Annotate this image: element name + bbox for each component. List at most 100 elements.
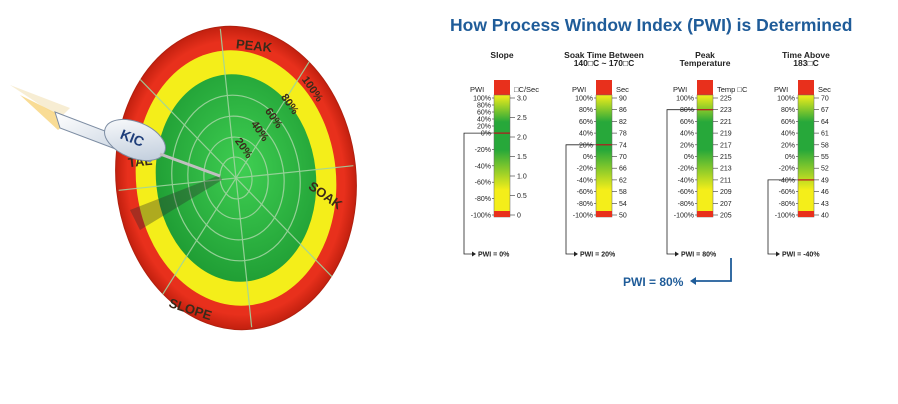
pwi-result-label: PWI = 80% [623, 275, 684, 289]
column-header: Peak [695, 50, 715, 60]
unit-tick-label: 215 [720, 154, 732, 161]
pwi-chart-panel: How Process Window Index (PWI) is Determ… [440, 0, 898, 404]
result-connector-line [694, 258, 732, 282]
pwi-tick-label: 40% [781, 131, 795, 138]
unit-tick-label: 205 [720, 213, 732, 220]
pwi-tick-label: 80% [579, 107, 593, 114]
unit-axis-label: Sec [616, 85, 629, 94]
dartboard-illustration: PEAK SOAK SLOPE TAL 100% 80% 60% 40% 20%… [0, 0, 420, 404]
pwi-tick-label: -40% [475, 163, 491, 170]
pwi-column-1: Slope PWI □C/Sec 100%80%60%40%20%0% -20% -40%… [463, 50, 539, 259]
unit-tick-label: 86 [619, 107, 627, 114]
pwi-tick-label: 0% [785, 154, 795, 161]
pwi-tick-label: -80% [678, 201, 694, 208]
pwi-tick-label: 0% [583, 154, 593, 161]
pwi-tick-label: -20% [678, 166, 694, 173]
pwi-tick-label: -20% [475, 147, 491, 154]
unit-tick-label: 0 [517, 213, 521, 220]
pwi-tick-label: 20% [579, 142, 593, 149]
pwi-tick-label: -40% [678, 177, 694, 184]
pwi-tick-label: -80% [577, 201, 593, 208]
unit-tick-label: 225 [720, 96, 732, 103]
bar-bottom-cap [697, 211, 713, 217]
result-arrow-icon [690, 277, 696, 285]
pwi-leader-line [767, 179, 796, 255]
pwi-tick-label: 100% [473, 96, 491, 103]
pwi-tick-label: 80% [781, 107, 795, 114]
pwi-tick-label: -80% [475, 196, 491, 203]
gauge-bar [493, 94, 511, 218]
column-pwi-value: PWI = 0% [478, 252, 510, 259]
pwi-tick-label: 20% [477, 124, 491, 131]
column-header: Slope [490, 50, 513, 60]
unit-tick-label: 58 [619, 189, 627, 196]
arrow-head-icon [574, 251, 578, 257]
pwi-tick-label: -100% [471, 213, 491, 220]
unit-tick-label: 70 [619, 154, 627, 161]
unit-tick-label: 213 [720, 166, 732, 173]
pwi-tick-label: -100% [775, 213, 795, 220]
pwi-tick-label: -60% [678, 189, 694, 196]
bar-bottom-cap [596, 211, 612, 217]
pwi-title: How Process Window Index (PWI) is Determ… [450, 15, 852, 35]
unit-tick-label: 67 [821, 107, 829, 114]
column-pwi-value: PWI = -40% [782, 252, 820, 259]
unit-tick-label: 1.5 [517, 154, 527, 161]
unit-tick-label: 50 [619, 213, 627, 220]
pwi-tick-label: 60% [781, 119, 795, 126]
pwi-axis-label: PWI [774, 85, 788, 94]
arrow-head-icon [776, 251, 780, 257]
unit-tick-label: 207 [720, 201, 732, 208]
pwi-tick-label: 40% [477, 117, 491, 124]
gauge-bar [696, 94, 714, 218]
unit-tick-label: 62 [619, 177, 627, 184]
unit-tick-label: 90 [619, 96, 627, 103]
unit-tick-label: 52 [821, 166, 829, 173]
unit-axis-label: Temp □C [717, 85, 748, 94]
bar-top-cap [798, 80, 814, 95]
column-subheader: 183□C [793, 58, 818, 68]
pwi-axis-label: PWI [572, 85, 586, 94]
pwi-tick-label: -60% [577, 189, 593, 196]
pwi-tick-label: 80% [680, 107, 694, 114]
column-subheader: Temperature [680, 58, 731, 68]
pwi-axis-label: PWI [673, 85, 687, 94]
pwi-tick-label: 0% [481, 131, 491, 138]
unit-tick-label: 3.0 [517, 96, 527, 103]
column-subheader: 140□C ~ 170□C [574, 58, 635, 68]
unit-tick-label: 78 [619, 131, 627, 138]
unit-tick-label: 46 [821, 189, 829, 196]
pwi-leader-line [463, 132, 492, 255]
pwi-tick-label: 100% [777, 96, 795, 103]
pwi-tick-label: -100% [674, 213, 694, 220]
unit-tick-label: 61 [821, 131, 829, 138]
unit-tick-label: 223 [720, 107, 732, 114]
unit-axis-label: Sec [818, 85, 831, 94]
pwi-tick-label: 100% [575, 96, 593, 103]
unit-tick-label: 0.5 [517, 193, 527, 200]
pwi-tick-label: -100% [573, 213, 593, 220]
bar-top-cap [494, 80, 510, 95]
pwi-tick-label: -20% [577, 166, 593, 173]
pwi-leader-line [666, 109, 695, 255]
pwi-tick-label: -40% [577, 177, 593, 184]
arrow-head-icon [675, 251, 679, 257]
dart-shadow [130, 175, 222, 230]
unit-tick-label: 82 [619, 119, 627, 126]
unit-tick-label: 49 [821, 177, 829, 184]
pwi-tick-label: 60% [680, 119, 694, 126]
unit-tick-label: 2.0 [517, 135, 527, 142]
column-pwi-value: PWI = 20% [580, 252, 616, 259]
unit-tick-label: 219 [720, 131, 732, 138]
unit-tick-label: 217 [720, 142, 732, 149]
bar-bottom-cap [494, 211, 510, 217]
pwi-tick-label: 40% [680, 131, 694, 138]
unit-tick-label: 58 [821, 142, 829, 149]
unit-tick-label: 74 [619, 142, 627, 149]
column-pwi-value: PWI = 80% [681, 252, 717, 259]
pwi-tick-label: 20% [680, 142, 694, 149]
bar-top-cap [596, 80, 612, 95]
